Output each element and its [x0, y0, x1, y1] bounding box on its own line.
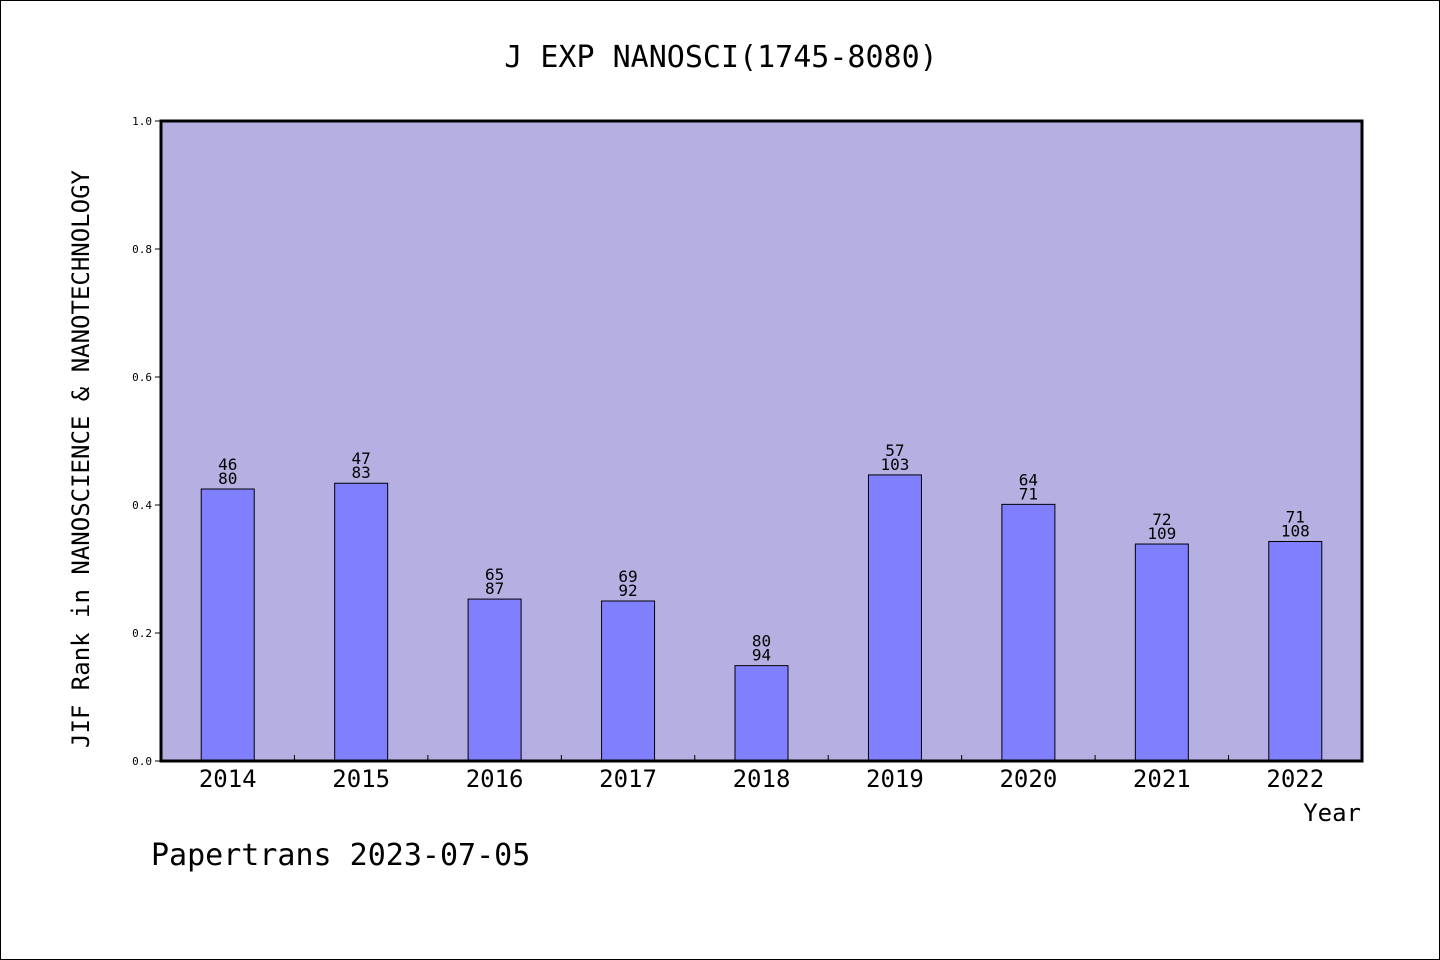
x-tick-label: 2019: [866, 765, 924, 793]
y-tick-label: 0.2: [132, 627, 152, 640]
bar-2018: [734, 665, 789, 762]
y-tick-label: 0.8: [132, 243, 152, 256]
x-tick-label: 2018: [733, 765, 791, 793]
bar-2015: [334, 482, 389, 762]
y-axis-ticks: 0.0 0.2 0.4 0.6 0.8 1.0: [132, 115, 161, 768]
data-label-rank: 64: [1019, 470, 1038, 489]
data-label-rank: 71: [1286, 507, 1305, 526]
data-label-total: 108: [1281, 521, 1310, 540]
x-tick-label: 2017: [599, 765, 657, 793]
data-label-total: 83: [352, 463, 371, 482]
data-label-rank: 69: [618, 567, 637, 586]
x-tick-label: 2015: [332, 765, 390, 793]
bar-2016: [467, 598, 522, 762]
data-label-rank: 46: [218, 455, 237, 474]
bar-2022: [1268, 540, 1323, 762]
data-label-rank: 47: [352, 449, 371, 468]
x-tick-label: 2020: [999, 765, 1057, 793]
y-tick-label: 0.4: [132, 499, 152, 512]
data-label-total: 87: [485, 579, 504, 598]
data-label-total: 80: [218, 469, 237, 488]
x-tick-label: 2014: [199, 765, 257, 793]
data-label-rank: 57: [885, 441, 904, 460]
data-label-total: 103: [880, 455, 909, 474]
bars: [200, 474, 1323, 762]
data-label-total: 109: [1147, 524, 1176, 543]
bar-2021: [1134, 543, 1189, 762]
plot-border: [159, 119, 1364, 763]
footer-credit: Papertrans 2023-07-05: [151, 838, 530, 873]
x-tick-label: 2022: [1266, 765, 1324, 793]
chart-title: J EXP NANOSCI(1745-8080): [504, 40, 937, 75]
x-axis-label: Year: [1303, 799, 1361, 827]
bar-2014: [200, 488, 255, 762]
x-tick-label: 2021: [1133, 765, 1191, 793]
y-tick-label: 0.0: [132, 755, 152, 768]
bar-2017: [601, 600, 656, 762]
y-axis-label: JIF Rank in NANOSCIENCE & NANOTECHNOLOGY: [67, 169, 95, 748]
bar-2020: [1001, 503, 1056, 762]
data-label-total: 94: [752, 646, 771, 665]
data-label-total: 71: [1019, 484, 1038, 503]
x-tick-label: 2016: [466, 765, 524, 793]
data-label-total: 92: [618, 581, 637, 600]
data-label-rank: 72: [1152, 510, 1171, 529]
x-axis-ticks: 2014 2015 2016 2017 2018 2019 2020 2021 2022: [199, 755, 1324, 793]
y-tick-label: 1.0: [132, 115, 152, 128]
bar-2019: [867, 474, 922, 762]
data-label-rank: 65: [485, 565, 504, 584]
y-tick-label: 0.6: [132, 371, 152, 384]
data-label-rank: 80: [752, 632, 771, 651]
